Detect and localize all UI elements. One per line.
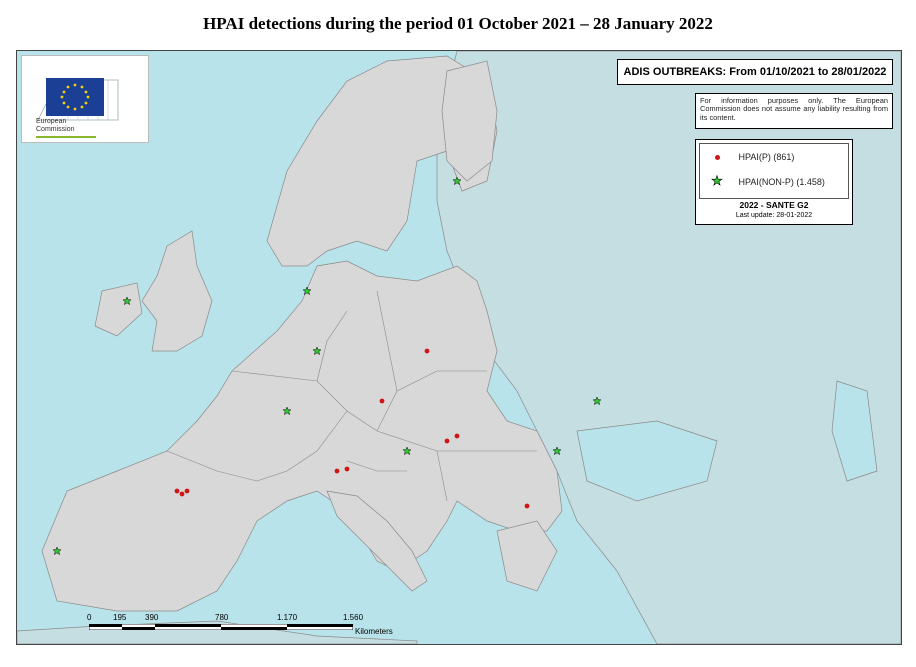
european-commission-logo: European Commission xyxy=(21,55,149,143)
legend-label: HPAI(NON-P) (1.458) xyxy=(738,177,825,187)
finland xyxy=(441,60,498,182)
scale-tick-label: 390 xyxy=(145,613,159,622)
ireland xyxy=(94,282,143,337)
legend-items-box: HPAI(P) (861) ★ HPAI(NON-P) (1.458) xyxy=(699,143,849,199)
scale-tick-label: 1.170 xyxy=(277,613,298,622)
scale-tick-label: 780 xyxy=(215,613,229,622)
scale-units: Kilometers xyxy=(355,627,393,636)
scale-tick-label: 195 xyxy=(113,613,127,622)
continental-eu xyxy=(41,260,563,612)
scale-bar: 0 195 390 780 1.170 1.560 Kilometers xyxy=(87,613,393,639)
greece xyxy=(496,520,558,592)
legend-item-hpai-p: HPAI(P) (861) xyxy=(706,150,794,164)
italy xyxy=(326,490,428,592)
great-britain xyxy=(141,230,213,352)
black-sea xyxy=(576,420,718,502)
caspian-sea xyxy=(831,380,878,482)
dot-marker xyxy=(174,348,530,509)
eu-flag-icon xyxy=(46,78,104,116)
scale-tick-label: 0 xyxy=(87,613,92,622)
star-marker xyxy=(52,176,602,556)
legend-last-update: Last update: 28-01-2022 xyxy=(735,212,813,219)
scale-tick-label: 1.560 xyxy=(343,613,364,622)
green-star-icon: ★ xyxy=(711,173,723,188)
scale-bar-graphic xyxy=(89,624,353,630)
logo-accent-bar xyxy=(36,136,96,138)
adis-title: ADIS OUTBREAKS: From 01/10/2021 to 28/01… xyxy=(617,59,893,85)
country-borders xyxy=(166,290,537,502)
logo-text: European Commission xyxy=(36,118,75,133)
legend-source: 2022 - SANTE G2 xyxy=(739,200,809,210)
disclaimer-text: For information purposes only. The Europ… xyxy=(695,93,893,129)
legend-label: HPAI(P) (861) xyxy=(738,152,795,162)
red-dot-icon xyxy=(714,155,720,161)
legend: HPAI(P) (861) ★ HPAI(NON-P) (1.458) 2022… xyxy=(695,139,853,225)
map-frame: European Commission ADIS OUTBREAKS: From… xyxy=(16,50,902,645)
scandinavia xyxy=(266,55,498,267)
page-title: HPAI detections during the period 01 Oct… xyxy=(203,14,713,33)
legend-item-hpai-non-p: ★ HPAI(NON-P) (1.458) xyxy=(706,173,825,188)
